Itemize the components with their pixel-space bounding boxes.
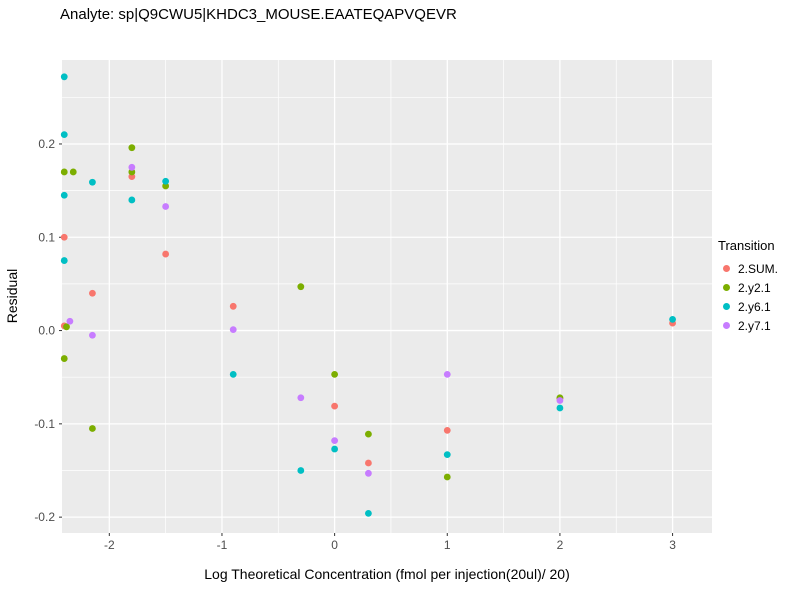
data-point-2.SUM. <box>89 289 96 297</box>
legend-label: 2.y6.1 <box>738 299 771 314</box>
plot-area: -2 -1 0 1 2 3 0.2 0.1 0.0 -0.1 -0.2 <box>34 60 712 552</box>
x-tick-label: 3 <box>669 538 676 552</box>
x-tick-label: -1 <box>217 538 228 552</box>
legend-item: 2.y7.1 <box>718 316 800 335</box>
data-point-2.y7.1 <box>556 397 564 404</box>
data-point-2.y7.1 <box>443 371 451 378</box>
data-point-2.SUM. <box>443 426 451 434</box>
legend-label: 2.y2.1 <box>738 280 771 295</box>
chart-title: Analyte: sp|Q9CWU5|KHDC3_MOUSE.EAATEQAPV… <box>60 6 457 23</box>
legend-items: 2.SUM. 2.y2.1 2.y6.1 2.y7.1 <box>718 259 800 335</box>
data-point-2.y2.1 <box>297 283 305 291</box>
data-point-2.y7.1 <box>89 331 96 339</box>
legend-item: 2.y2.1 <box>718 278 800 297</box>
data-point-2.y2.1 <box>331 371 339 378</box>
data-point-2.y7.1 <box>128 163 136 171</box>
data-point-2.y2.1 <box>128 144 136 152</box>
data-point-2.y2.1 <box>162 182 170 190</box>
x-tick-label: 0 <box>331 538 338 552</box>
x-axis-label: Log Theoretical Concentration (fmol per … <box>204 566 570 582</box>
data-point-2.y6.1 <box>60 257 68 264</box>
data-point-2.y2.1 <box>60 355 68 362</box>
legend-dot-icon <box>723 303 730 310</box>
data-point-2.SUM. <box>162 250 170 258</box>
data-point-2.y6.1 <box>229 371 237 378</box>
data-point-2.y2.1 <box>60 168 68 176</box>
data-point-2.y6.1 <box>365 510 372 517</box>
legend-item: 2.y6.1 <box>718 297 800 316</box>
y-tick-label: -0.2 <box>34 510 55 524</box>
data-point-2.SUM. <box>331 402 339 410</box>
x-tick-label: -2 <box>104 538 115 552</box>
data-point-2.y6.1 <box>331 445 339 453</box>
data-point-2.y6.1 <box>669 315 676 323</box>
legend-dot-icon <box>723 322 730 329</box>
data-point-2.y6.1 <box>60 73 68 81</box>
legend-title: Transition <box>718 238 775 253</box>
y-tick-label: 0.2 <box>38 137 55 151</box>
data-point-2.y6.1 <box>556 404 564 412</box>
data-point-2.SUM. <box>365 459 372 467</box>
data-point-2.SUM. <box>229 302 237 310</box>
data-point-2.y6.1 <box>128 196 136 204</box>
data-point-2.y2.1 <box>89 425 96 432</box>
y-tick-label: 0.1 <box>38 230 55 244</box>
data-point-2.y2.1 <box>128 168 136 176</box>
plot-panel <box>62 60 712 533</box>
data-point-2.y6.1 <box>60 131 68 139</box>
x-tick-label: 2 <box>557 538 564 552</box>
data-point-2.y7.1 <box>365 469 372 477</box>
y-axis-label: Residual <box>4 268 20 324</box>
data-point-2.y7.1 <box>162 203 170 210</box>
data-point-2.y7.1 <box>229 326 237 334</box>
data-point-2.y2.1 <box>63 323 70 331</box>
y-tick-label: 0.0 <box>38 324 55 338</box>
data-point-2.y2.1 <box>365 430 372 438</box>
data-point-2.y7.1 <box>331 437 339 445</box>
y-tick-label: -0.1 <box>34 417 55 431</box>
legend-item: 2.SUM. <box>718 259 800 278</box>
legend-label: 2.SUM. <box>738 261 779 276</box>
data-point-2.SUM. <box>60 233 68 241</box>
data-point-2.y2.1 <box>69 168 77 176</box>
legend-label: 2.y7.1 <box>738 318 771 333</box>
data-point-2.SUM. <box>128 173 136 181</box>
legend-dot-icon <box>723 265 730 272</box>
x-tick-label: 1 <box>444 538 451 552</box>
data-point-2.y6.1 <box>162 177 170 185</box>
data-point-2.y6.1 <box>60 191 68 199</box>
legend-dot-icon <box>723 284 730 291</box>
data-point-2.y6.1 <box>89 178 96 186</box>
data-point-2.y6.1 <box>297 467 305 474</box>
data-point-2.y2.1 <box>443 473 451 481</box>
data-point-2.y7.1 <box>297 394 305 402</box>
data-point-2.y7.1 <box>66 317 74 325</box>
legend: Transition 2.SUM. 2.y2.1 2.y6.1 2.y7.1 <box>718 238 800 335</box>
data-point-2.y6.1 <box>443 451 451 459</box>
